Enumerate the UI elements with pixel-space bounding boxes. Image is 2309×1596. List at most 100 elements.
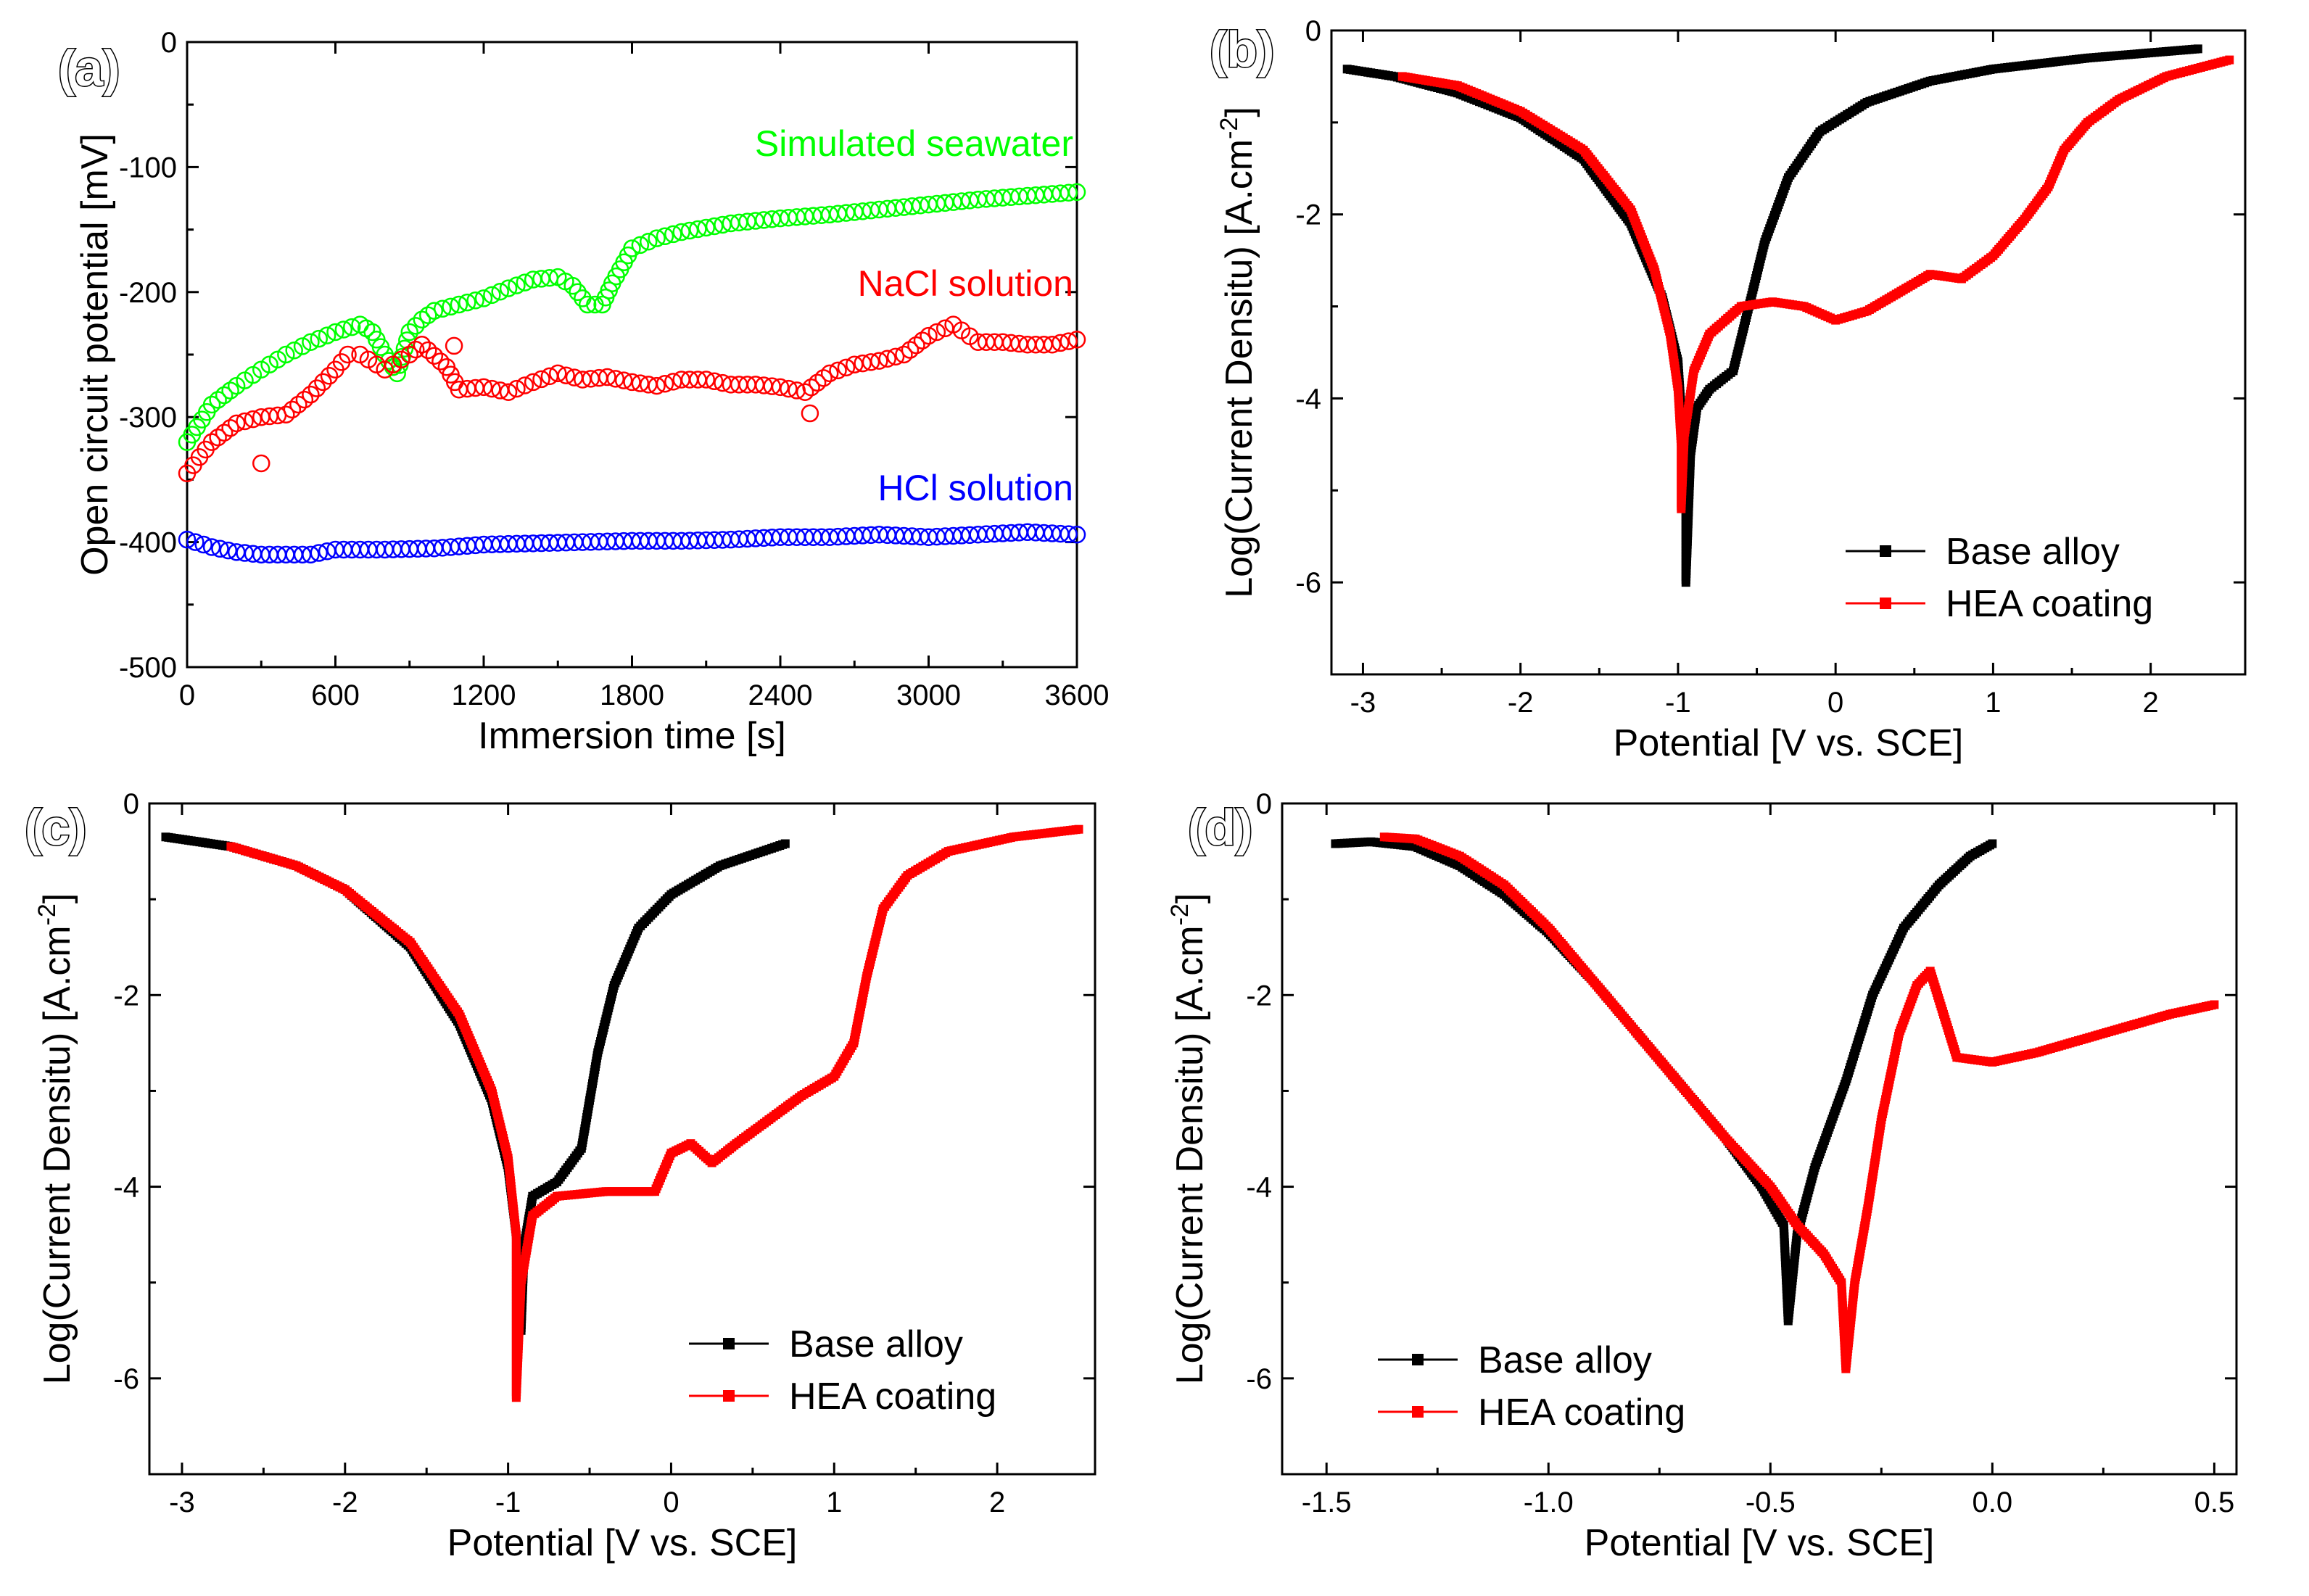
- data-point: [400, 323, 418, 342]
- legend-marker: [723, 1338, 735, 1349]
- x-tick-label: 3000: [896, 679, 961, 711]
- data-point: [623, 239, 641, 257]
- data-point: [907, 336, 925, 355]
- data-point: [407, 340, 425, 359]
- data-point: [419, 341, 437, 360]
- data-point: [2225, 55, 2234, 65]
- data-point: [508, 276, 526, 294]
- y-axis-title-end: ]: [36, 893, 78, 904]
- data-point: [1067, 183, 1086, 202]
- legend-marker: [723, 1390, 735, 1402]
- x-tick-label: -1.0: [1524, 1487, 1574, 1518]
- data-point: [400, 345, 418, 364]
- series-line: [165, 835, 786, 1331]
- data-point: [796, 383, 814, 401]
- panel-d: -1.5 -1.0 -0.5 0.0 0.5 0 -2 -4 -6 Potential [V vs…: [1166, 788, 2238, 1564]
- data-point: [209, 391, 227, 409]
- data-point: [431, 352, 450, 371]
- data-point: [283, 400, 302, 419]
- data-point: [244, 410, 263, 429]
- outlier-point: [252, 454, 270, 473]
- y-axis-title-main: Log(Current Densitu) [A.cm: [1169, 925, 1211, 1384]
- x-axis-title: Immersion time [s]: [478, 715, 786, 757]
- y-tick-label: 0: [1256, 788, 1272, 820]
- series-hea-coating: [1397, 55, 2234, 513]
- data-point: [425, 302, 444, 320]
- data-point: [1067, 526, 1086, 544]
- x-tick-label: 1: [826, 1487, 842, 1518]
- x-tick-label: 0.0: [1973, 1487, 2013, 1518]
- data-point: [433, 299, 452, 318]
- y-axis-title-main: Log(Current Densitu) [A.cm: [36, 925, 78, 1384]
- x-tick-label: 3600: [1045, 679, 1110, 711]
- data-point: [656, 227, 674, 246]
- series-hea-coating: [226, 824, 1083, 1402]
- y-tick-label: -4: [113, 1172, 139, 1204]
- data-point: [342, 318, 361, 336]
- y-axis-title: Log(Current Densitu) [A.cm-2]: [1215, 107, 1260, 598]
- x-axis-title: Potential [V vs. SCE]: [1614, 722, 1964, 764]
- data-point: [277, 345, 295, 364]
- y-tick-label: -6: [1246, 1363, 1272, 1395]
- legend-entry: Base alloy: [1846, 531, 2120, 573]
- data-point: [310, 544, 329, 562]
- legend-label: Base alloy: [1946, 531, 2120, 573]
- data-point: [236, 412, 254, 431]
- data-point: [186, 533, 205, 551]
- series-hcl-solution: [178, 523, 1086, 564]
- data-point: [277, 405, 295, 424]
- series-base-alloy: [1331, 837, 1997, 1326]
- data-point: [598, 368, 616, 386]
- data-point: [413, 335, 431, 354]
- x-tick-label: -1: [495, 1487, 521, 1518]
- y-tick-label: -500: [119, 652, 177, 684]
- data-point: [1988, 839, 1997, 848]
- legend-label: HEA coating: [789, 1376, 996, 1418]
- legend-marker: [1412, 1406, 1424, 1418]
- y-axis-title-sup: -2: [33, 904, 61, 925]
- y-tick-label: -400: [119, 527, 177, 559]
- data-point: [664, 225, 682, 244]
- data-point: [221, 381, 239, 400]
- data-point: [920, 326, 938, 345]
- y-axis-title-end: ]: [1218, 107, 1260, 117]
- data-point: [814, 369, 833, 387]
- data-point: [614, 371, 633, 389]
- data-point: [516, 273, 534, 292]
- data-point: [1052, 334, 1070, 352]
- legend-label: HEA coating: [1478, 1392, 1685, 1434]
- data-point: [516, 376, 534, 394]
- y-tick-label: -300: [119, 402, 177, 434]
- data-point: [895, 345, 913, 364]
- data-point: [524, 373, 542, 392]
- data-point: [697, 218, 715, 237]
- data-point: [631, 236, 650, 255]
- data-point: [307, 379, 326, 397]
- data-point: [771, 378, 790, 397]
- data-point: [780, 379, 798, 398]
- y-axis-title: Open circuit potential [mV]: [74, 133, 116, 576]
- data-point: [697, 371, 715, 389]
- data-point: [499, 279, 518, 297]
- data-point: [705, 217, 724, 236]
- data-point: [320, 367, 339, 385]
- data-point: [829, 361, 847, 380]
- x-tick-label: 2400: [748, 679, 813, 711]
- outlier-point: [801, 404, 819, 423]
- data-point: [211, 539, 229, 558]
- y-tick-label: -4: [1295, 383, 1321, 415]
- data-point: [802, 379, 820, 397]
- data-point: [215, 423, 234, 442]
- x-tick-label: -3: [169, 1487, 195, 1518]
- data-point: [820, 364, 839, 383]
- x-tick-label: -2: [332, 1487, 358, 1518]
- data-point: [209, 428, 227, 447]
- data-point: [1043, 335, 1062, 354]
- data-point: [705, 372, 724, 391]
- data-point: [289, 395, 307, 414]
- panel-letter: (d): [1188, 799, 1252, 856]
- data-point: [302, 545, 320, 564]
- legend-marker: [1412, 1354, 1424, 1365]
- y-axis-title-sup: -2: [1215, 117, 1243, 139]
